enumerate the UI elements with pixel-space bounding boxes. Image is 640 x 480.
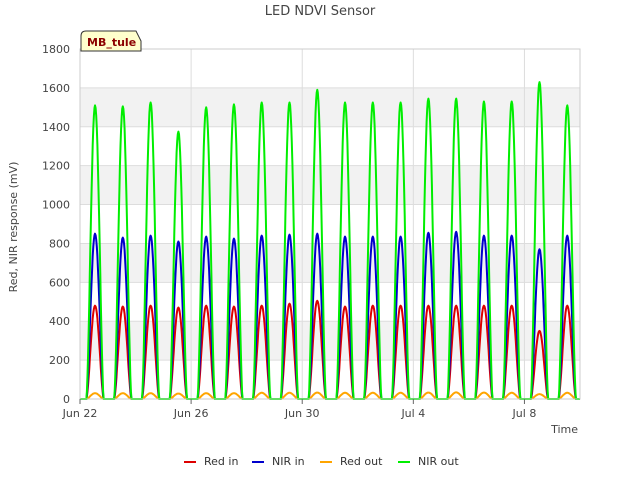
plot-band	[80, 360, 580, 399]
x-tick-label: Jul 8	[512, 407, 537, 420]
y-axis: 0 200 400 600 800 1000 1200 1400 1600 1800	[42, 43, 70, 406]
y-tick-label: 800	[49, 237, 70, 250]
plot-band	[80, 204, 580, 244]
y-tick-label: 0	[63, 393, 70, 406]
y-tick-label: 1600	[42, 82, 70, 95]
y-axis-label: Red, NIR response (mV)	[7, 162, 20, 293]
y-tick-label: 1400	[42, 121, 70, 134]
site-label: MB_tule	[87, 36, 136, 49]
y-tick-label: 600	[49, 276, 70, 289]
x-tick-label: Jun 26	[173, 407, 209, 420]
y-tick-label: 400	[49, 315, 70, 328]
y-tick-label: 1800	[42, 43, 70, 56]
legend-label: NIR out	[418, 455, 459, 468]
plot-band	[80, 165, 580, 205]
plot-band	[80, 49, 580, 88]
legend: Red in NIR in Red out NIR out	[184, 455, 459, 468]
x-axis-label: Time	[550, 423, 578, 436]
plot-background	[80, 49, 580, 399]
chart-title: LED NDVI Sensor	[265, 4, 376, 19]
plot-band	[80, 321, 580, 361]
plot-band	[80, 243, 580, 283]
y-tick-label: 1000	[42, 199, 70, 212]
site-label-box: MB_tule	[80, 30, 142, 52]
plot-band	[80, 282, 580, 322]
y-tick-label: 200	[49, 354, 70, 367]
x-tick-label: Jun 22	[62, 407, 98, 420]
x-tick-label: Jul 4	[400, 407, 425, 420]
legend-label: Red in	[204, 455, 238, 468]
x-axis: Jun 22 Jun 26 Jun 30 Jul 4 Jul 8	[62, 399, 537, 420]
legend-label: NIR in	[272, 455, 305, 468]
x-tick-label: Jun 30	[284, 407, 320, 420]
legend-label: Red out	[340, 455, 383, 468]
plot-band	[80, 126, 580, 166]
plot-band	[80, 87, 580, 127]
y-tick-label: 1200	[42, 160, 70, 173]
plot-border	[79, 48, 581, 400]
